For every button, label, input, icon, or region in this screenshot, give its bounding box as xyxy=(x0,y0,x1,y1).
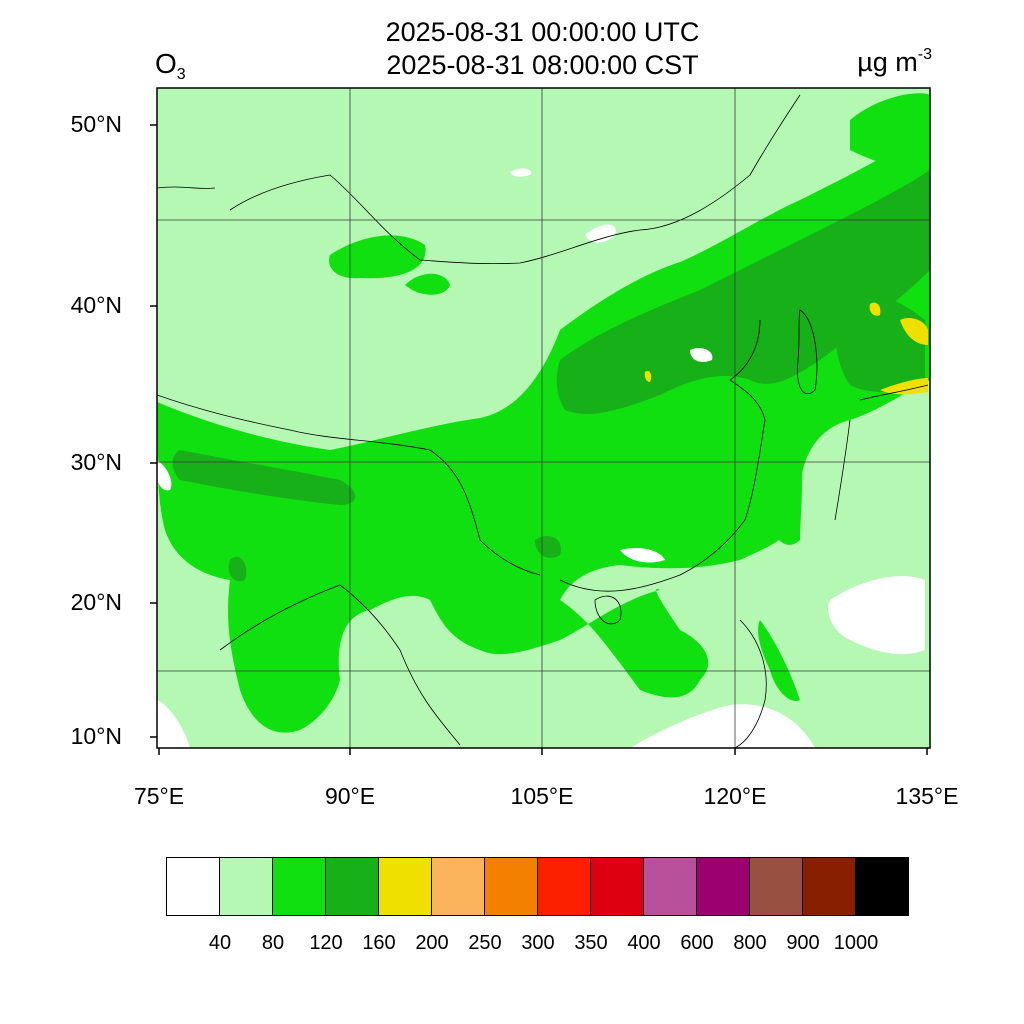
field-o3-below-40-central xyxy=(690,348,713,362)
title-utc-time: 2025-08-31 00:00:00 UTC xyxy=(385,17,700,47)
field-o3-80-120-southeast xyxy=(758,620,800,701)
lon-label-120e: 120°E xyxy=(703,783,767,809)
field-o3-80-120-northeast-corner xyxy=(850,93,930,180)
legend-swatch xyxy=(802,857,856,916)
field-o3-below-40-north xyxy=(510,168,531,177)
legend-swatch xyxy=(325,857,379,916)
legend-label: 1000 xyxy=(833,932,879,954)
field-o3-80-120-coast xyxy=(758,372,803,545)
axis-ticks xyxy=(150,124,928,755)
coastline-japan xyxy=(834,384,929,521)
map-field xyxy=(157,88,930,748)
field-o3-120-160-south xyxy=(535,535,561,558)
legend-swatch xyxy=(431,857,485,916)
legend-swatch xyxy=(696,857,750,916)
legend-label: 120 xyxy=(309,932,343,954)
field-o3-160-200-east xyxy=(900,318,928,345)
legend-swatch xyxy=(272,857,326,916)
legend-label: 400 xyxy=(627,932,661,954)
field-o3-120-160-tibet xyxy=(172,450,355,505)
units-label: µg m-3 xyxy=(857,46,932,78)
legend-label: 350 xyxy=(574,932,608,954)
coastline-philippines xyxy=(734,619,767,748)
lat-label-50n: 50°N xyxy=(70,111,122,137)
field-o3-below-40-west xyxy=(157,460,172,491)
field-o3-below-40-sea xyxy=(630,704,815,748)
boundary-himalaya xyxy=(157,394,541,576)
coastline-korea xyxy=(797,309,818,395)
field-o3-120-160-north-china xyxy=(556,170,930,415)
lat-label-40n: 40°N xyxy=(70,292,122,318)
legend-label: 250 xyxy=(468,932,502,954)
boundary-north xyxy=(157,94,801,265)
coastline-china xyxy=(559,319,766,592)
field-o3-below-40-south-china xyxy=(620,548,665,563)
field-o3-below-40-mongolia xyxy=(585,224,616,243)
species-label: O3 xyxy=(155,48,186,84)
legend-swatch xyxy=(166,857,220,916)
species-main: O xyxy=(155,48,177,79)
legend-swatch xyxy=(749,857,803,916)
legend-label: 600 xyxy=(680,932,714,954)
legend-label: 300 xyxy=(521,932,555,954)
field-o3-120-160-india xyxy=(228,556,247,582)
legend-swatch xyxy=(590,857,644,916)
lat-label-10n: 10°N xyxy=(70,723,122,749)
lat-label-30n: 30°N xyxy=(70,449,122,475)
legend-label: 900 xyxy=(786,932,820,954)
lon-label-90e: 90°E xyxy=(324,783,376,809)
field-o3-below-40-sw xyxy=(157,700,190,748)
lon-label-135e: 135°E xyxy=(895,783,959,809)
color-legend xyxy=(166,857,909,916)
units-superscript: -3 xyxy=(917,46,932,63)
legend-swatch xyxy=(219,857,273,916)
lon-label-105e: 105°E xyxy=(510,783,574,809)
lon-label-75e: 75°E xyxy=(133,783,185,809)
boundary-lines xyxy=(157,94,929,748)
legend-label: 200 xyxy=(415,932,449,954)
legend-label: 160 xyxy=(362,932,396,954)
graticule xyxy=(157,88,930,748)
field-o3-120-160-korea xyxy=(834,293,925,392)
legend-swatch xyxy=(855,857,909,916)
field-o3-80-120-northeast xyxy=(405,273,450,295)
title-cst-time: 2025-08-31 08:00:00 CST xyxy=(386,50,699,80)
map-frame xyxy=(156,87,931,749)
legend-swatch xyxy=(643,857,697,916)
legend-swatch xyxy=(378,857,432,916)
legend-swatch xyxy=(537,857,591,916)
legend-label: 40 xyxy=(208,932,232,954)
coastline-bay-bengal xyxy=(219,584,461,746)
units-main: µg m xyxy=(857,47,918,77)
legend-label: 800 xyxy=(733,932,767,954)
field-o3-160-200-central xyxy=(644,370,652,382)
lat-label-20n: 20°N xyxy=(70,589,122,615)
legend-label: 80 xyxy=(261,932,285,954)
field-o3-80-120-north xyxy=(329,235,426,279)
species-subscript: 3 xyxy=(176,66,186,83)
field-o3-below-40-pacific xyxy=(828,576,925,655)
field-o3-160-200-japan xyxy=(880,378,928,395)
field-o3-160-200-korea xyxy=(869,302,881,316)
legend-swatch xyxy=(484,857,538,916)
